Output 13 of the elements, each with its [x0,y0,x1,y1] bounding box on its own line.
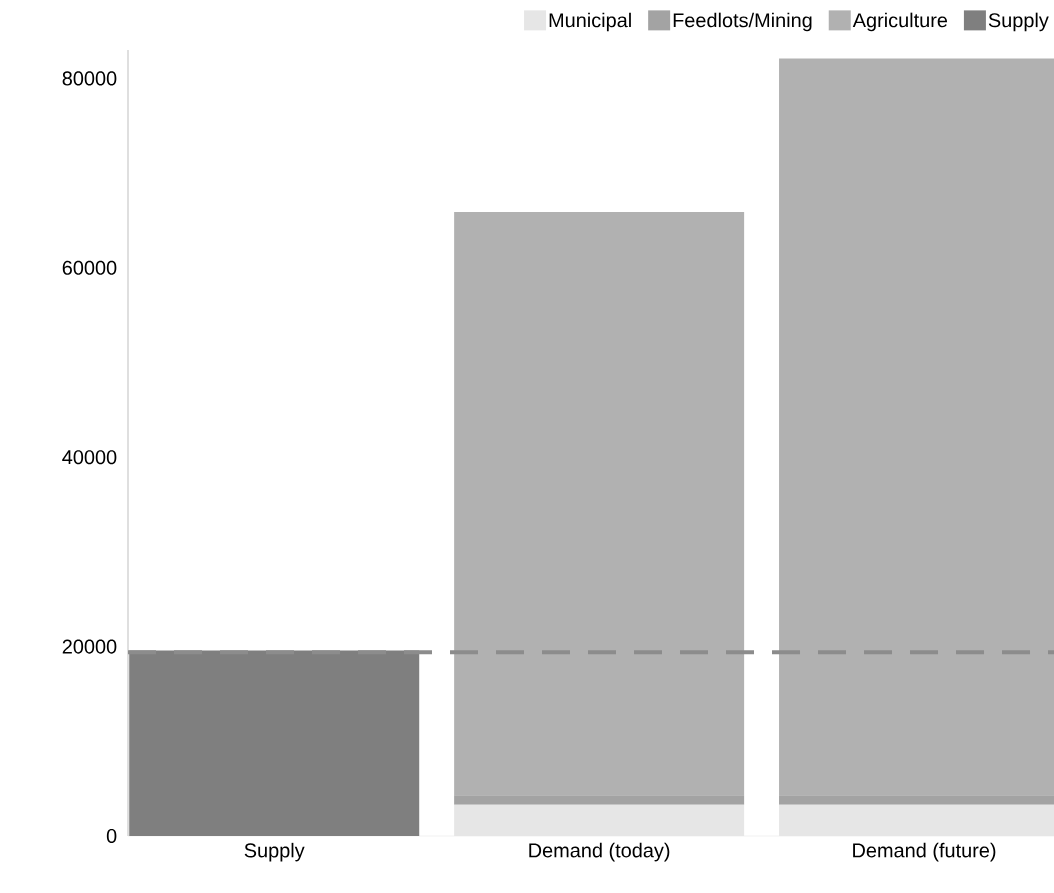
x-tick-label: Demand (future) [853,842,996,862]
y-tick-label: 40000 [62,450,117,465]
x-tick-label: Supply [244,842,305,862]
y-tick-label: 80000 [62,71,117,86]
y-tick-label: 60000 [62,260,117,275]
legend-label: Feedlots/Mining [673,12,812,32]
y-tick-label: 0 [106,828,117,844]
x-tick-label: Demand (today) [529,842,670,862]
legend-label: Supply [988,12,1049,32]
y-tick-label: 20000 [62,639,117,654]
legend-label: Agriculture [852,12,948,32]
legend-label: Municipal [549,12,631,32]
bar [129,650,420,836]
